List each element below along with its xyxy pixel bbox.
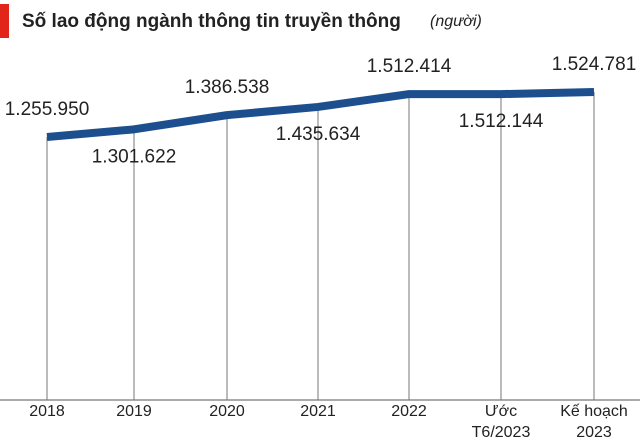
- value-label: 1.512.414: [367, 56, 452, 77]
- x-tick-label: 2021: [300, 403, 336, 420]
- title-accent: [0, 4, 9, 38]
- value-label: 1.512.144: [459, 111, 544, 132]
- value-label: 1.386.538: [185, 77, 270, 98]
- x-tick-label: 2022: [391, 403, 427, 420]
- chart-title: Số lao động ngành thông tin truyền thông: [22, 11, 401, 32]
- chart-subtitle: (người): [430, 13, 482, 30]
- value-label: 1.435.634: [276, 124, 361, 145]
- value-label: 1.301.622: [92, 146, 177, 167]
- x-tick-label: 2020: [209, 403, 245, 420]
- x-tick-label: Ước T6/2023: [472, 403, 531, 441]
- value-label: 1.524.781: [552, 54, 637, 75]
- x-tick-label: Kế hoạch 2023: [560, 403, 628, 441]
- x-tick-label: 2019: [116, 403, 152, 420]
- value-label: 1.255.950: [5, 99, 90, 120]
- data-line: [46, 88, 595, 141]
- x-tick-label: 2018: [29, 403, 65, 420]
